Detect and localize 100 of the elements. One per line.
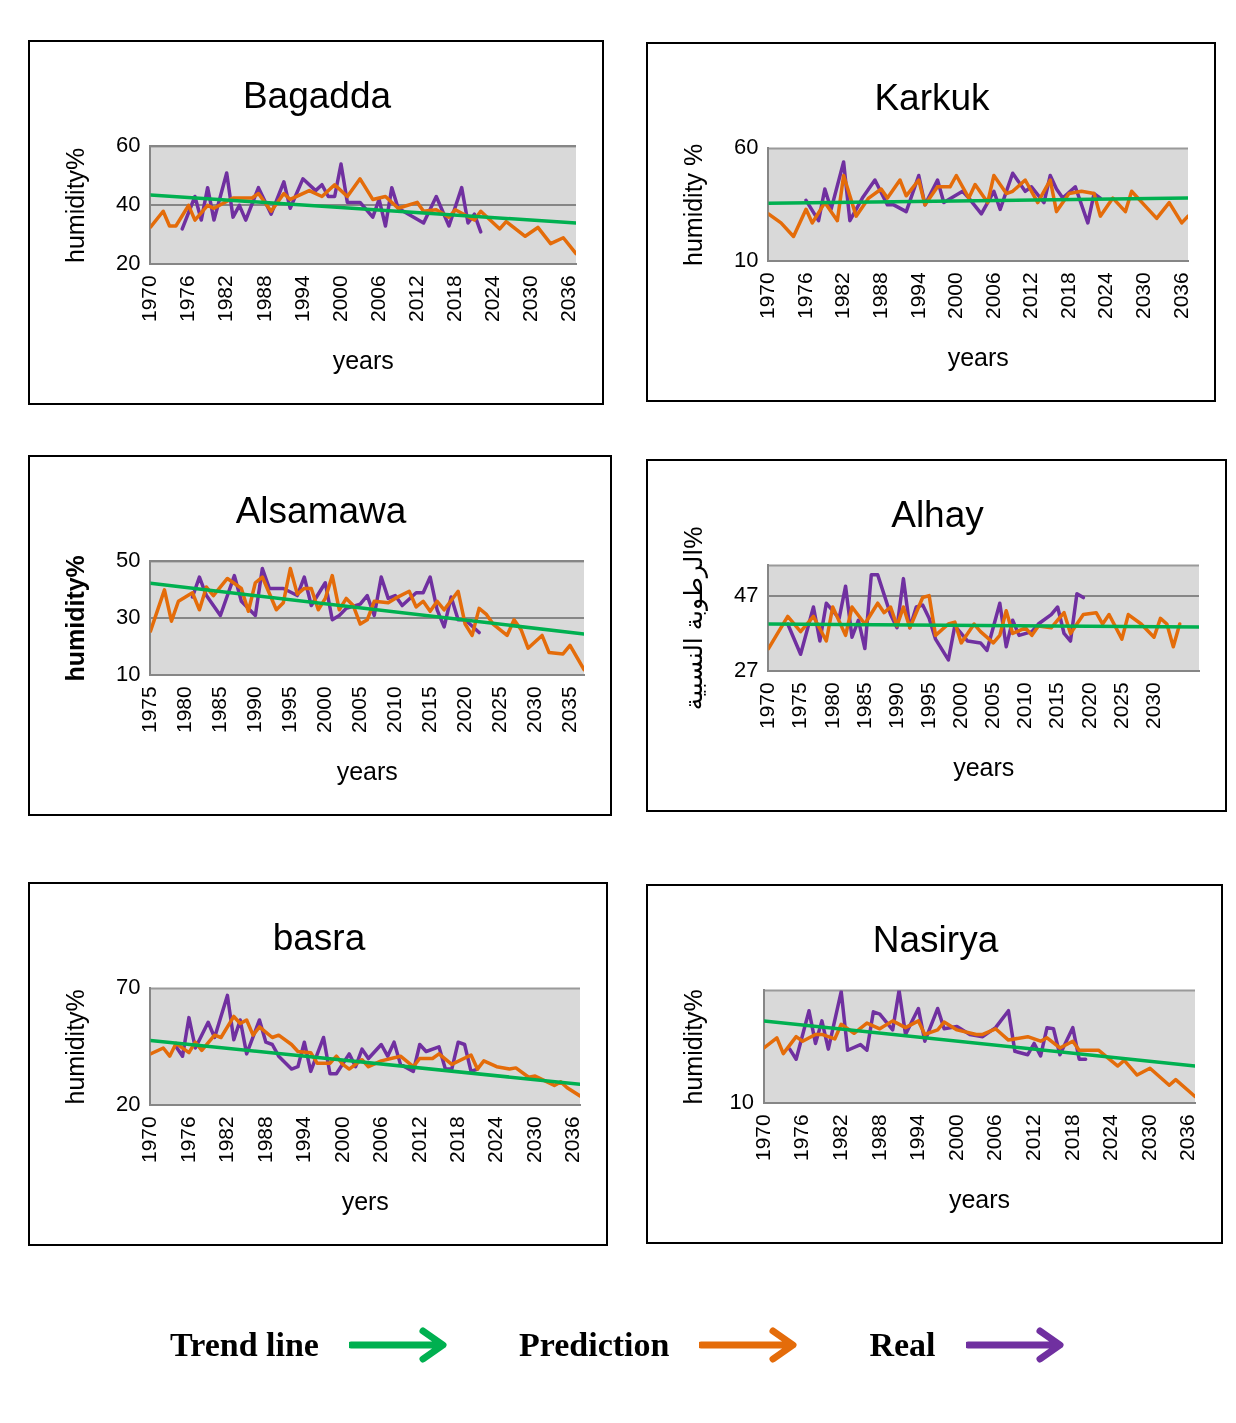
x-tick-label: 1976 [792, 272, 816, 319]
x-tick-label: 2000 [327, 275, 351, 322]
x-tick-label: 1988 [866, 1114, 890, 1161]
x-tick-label: 2010 [382, 686, 405, 733]
x-tick-label: 2030 [1130, 272, 1154, 319]
x-tick-label: 2000 [943, 1114, 967, 1161]
y-axis-title: الرطوبة النسبية% [678, 526, 708, 711]
x-tick-label: 2036 [1168, 272, 1192, 319]
y-tick-label: 10 [115, 661, 141, 687]
x-tick-label: 2020 [451, 686, 475, 733]
x-tick-label: 1975 [137, 686, 161, 733]
x-tick-label: 1980 [819, 682, 843, 729]
x-tick-label: 1995 [277, 686, 301, 733]
x-tick-label: 1976 [175, 275, 199, 322]
y-tick-label: 70 [115, 974, 141, 1000]
y-axis-title: humidity% [60, 989, 89, 1105]
y-tick-label: 10 [733, 247, 759, 273]
chart-title: Bagadda [242, 75, 392, 117]
y-axis-title: humidity% [60, 147, 89, 264]
x-tick-label: 1976 [789, 1114, 813, 1161]
x-tick-label: 2000 [948, 682, 972, 729]
y-tick-label: 60 [733, 134, 759, 160]
x-tick-label: 1980 [172, 686, 196, 733]
x-tick-label: 2012 [404, 275, 428, 322]
x-axis-title: years [948, 1184, 1011, 1213]
x-tick-label: 1970 [755, 682, 779, 729]
x-tick-label: 2025 [486, 686, 510, 733]
x-tick-label: 2000 [943, 272, 967, 319]
x-tick-label: 2018 [442, 275, 466, 322]
x-tick-label: 1990 [883, 682, 907, 729]
x-tick-label: 2006 [365, 275, 389, 322]
x-axis-title: years [336, 756, 398, 785]
chart-title: Alhay [891, 494, 985, 536]
x-tick-label: 1994 [905, 271, 929, 319]
x-tick-label: 2015 [416, 686, 440, 733]
y-tick-label: 47 [733, 581, 759, 607]
x-tick-label: 1988 [251, 275, 275, 322]
x-tick-label: 1985 [207, 686, 231, 733]
y-tick-label: 27 [733, 657, 759, 683]
legend-label: Prediction [518, 1326, 670, 1364]
x-tick-label: 2010 [1012, 682, 1036, 729]
x-tick-label: 1988 [867, 272, 891, 319]
x-tick-label: 2036 [560, 1116, 584, 1163]
x-tick-label: 1970 [137, 1116, 161, 1163]
x-axis-title: years [953, 752, 1015, 781]
x-tick-label: 2006 [982, 1114, 1006, 1161]
x-tick-label: 1982 [214, 1116, 238, 1163]
x-tick-label: 2005 [347, 686, 371, 733]
y-axis-title: humidity % [678, 143, 707, 266]
chart-title: Karkuk [874, 77, 991, 119]
x-tick-label: 2020 [1076, 682, 1100, 729]
x-tick-label: 2024 [483, 1115, 507, 1163]
x-tick-label: 2000 [312, 686, 336, 733]
x-tick-label: 2024 [480, 274, 504, 322]
x-tick-label: 2012 [1020, 1114, 1044, 1161]
x-tick-label: 2000 [329, 1116, 353, 1163]
x-tick-label: 1982 [830, 272, 854, 319]
x-tick-label: 2018 [444, 1116, 468, 1163]
y-tick-label: 50 [115, 547, 141, 573]
x-tick-label: 2030 [518, 275, 542, 322]
x-tick-label: 2006 [980, 272, 1004, 319]
x-tick-label: 1994 [905, 1113, 929, 1161]
x-tick-label: 2030 [1136, 1114, 1160, 1161]
x-tick-label: 1976 [175, 1116, 199, 1163]
y-tick-label: 40 [115, 191, 141, 217]
chart-title: Alsamawa [235, 490, 407, 532]
x-tick-label: 2024 [1098, 1113, 1122, 1161]
x-tick-label: 1982 [827, 1114, 851, 1161]
chart-title: Nasirya [872, 919, 999, 961]
x-tick-label: 2030 [521, 686, 545, 733]
x-tick-label: 2012 [1018, 272, 1042, 319]
chart-title: basra [272, 917, 366, 959]
x-tick-label: 1988 [252, 1116, 276, 1163]
y-axis-title: humidity% [60, 555, 89, 682]
x-axis-title: years [332, 345, 394, 374]
x-tick-label: 2006 [368, 1116, 392, 1163]
x-tick-label: 1990 [242, 686, 266, 733]
x-tick-label: 2036 [556, 275, 580, 322]
x-tick-label: 2036 [1175, 1114, 1199, 1161]
y-tick-label: 20 [115, 250, 141, 276]
x-tick-label: 2030 [521, 1116, 545, 1163]
x-tick-label: 2035 [556, 686, 580, 733]
y-tick-label: 30 [115, 604, 141, 630]
x-tick-label: 2030 [1140, 682, 1164, 729]
x-axis-title: yers [341, 1186, 389, 1215]
x-tick-label: 1994 [289, 274, 313, 322]
y-tick-label: 20 [115, 1091, 141, 1117]
x-tick-label: 1970 [137, 275, 161, 322]
x-tick-label: 2018 [1059, 1114, 1083, 1161]
y-axis-title: humidity% [678, 989, 707, 1105]
x-tick-label: 1970 [750, 1114, 774, 1161]
x-tick-label: 2025 [1108, 682, 1132, 729]
x-tick-label: 2015 [1044, 682, 1068, 729]
x-tick-label: 1982 [213, 275, 237, 322]
x-tick-label: 1975 [787, 682, 811, 729]
x-axis-title: years [947, 342, 1009, 371]
x-tick-label: 2012 [406, 1116, 430, 1163]
x-tick-label: 1994 [291, 1115, 315, 1163]
x-tick-label: 2024 [1093, 271, 1117, 319]
x-tick-label: 1970 [755, 272, 779, 319]
